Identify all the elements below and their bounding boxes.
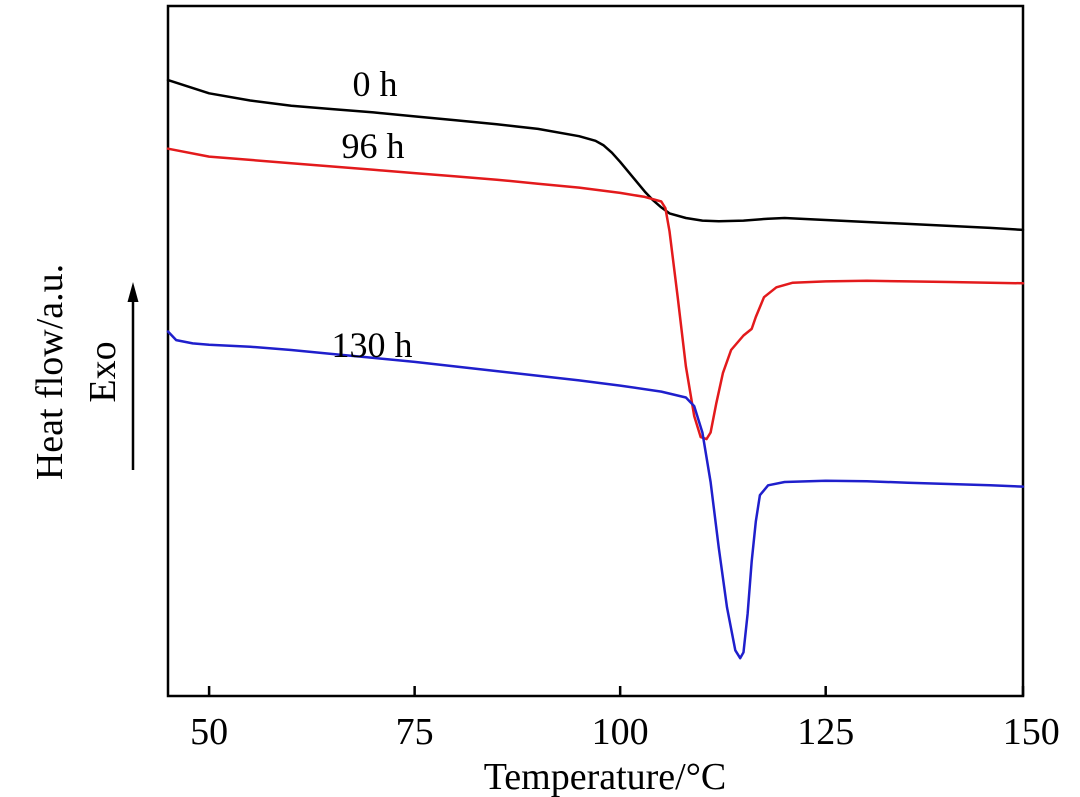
x-tick-label-100: 100 xyxy=(592,711,649,753)
series-label-96h: 96 h xyxy=(342,126,405,166)
series-group xyxy=(166,78,1025,660)
x-tick-label-150: 150 xyxy=(1003,711,1060,753)
x-axis-tick-labels: 50 75 100 125 150 xyxy=(190,711,1060,753)
exo-arrow-head xyxy=(127,282,139,302)
series-line-130h xyxy=(166,330,1025,660)
series-label-130h: 130 h xyxy=(332,325,413,365)
series-label-0h: 0 h xyxy=(353,64,398,104)
x-tick-label-125: 125 xyxy=(797,711,854,753)
series-labels: 0 h 96 h 130 h xyxy=(332,64,413,365)
x-tick-label-50: 50 xyxy=(190,711,228,753)
x-axis-title: Temperature/°C xyxy=(484,756,727,797)
series-line-96h xyxy=(166,147,1025,441)
x-axis-ticks xyxy=(207,686,1025,696)
exo-label: Exo xyxy=(82,341,124,402)
y-axis-title: Heat flow/a.u. xyxy=(29,264,71,480)
plot-frame xyxy=(166,4,1025,698)
series-line-0h xyxy=(166,78,1025,232)
x-tick-label-75: 75 xyxy=(396,711,434,753)
